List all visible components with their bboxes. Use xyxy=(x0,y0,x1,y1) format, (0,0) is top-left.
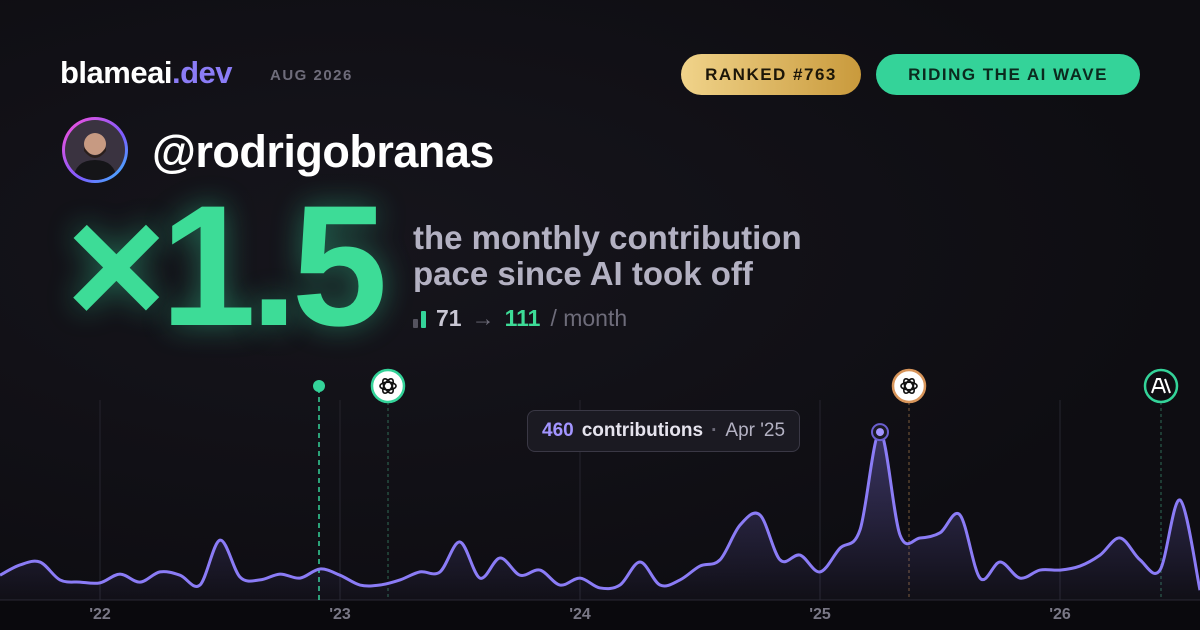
x-tick-label: '25 xyxy=(809,606,831,623)
pace-arrow: → xyxy=(471,305,495,331)
tooltip-period: Apr '25 xyxy=(725,420,786,441)
x-tick-label: '26 xyxy=(1049,606,1071,623)
pace: 71 → 111 / month xyxy=(413,305,627,332)
brand: blameai.dev xyxy=(60,55,232,91)
avatar-ring xyxy=(62,117,128,183)
brand-name: blameai xyxy=(60,55,172,90)
event-dot xyxy=(313,380,325,392)
date: AUG 2026 xyxy=(270,67,353,84)
openai-icon xyxy=(370,368,406,404)
pace-icon xyxy=(413,310,426,328)
description-line: the monthly contribution xyxy=(413,219,802,256)
description-line: pace since AI took off xyxy=(413,255,753,292)
peak-dot xyxy=(876,428,884,437)
username: @rodrigobranas xyxy=(152,126,494,177)
status-badge: RIDING THE AI WAVE xyxy=(876,54,1140,95)
openai-logo xyxy=(900,378,918,394)
x-tick-label: '24 xyxy=(569,606,591,623)
axis-band xyxy=(0,600,1200,630)
line xyxy=(0,430,1200,591)
openai-logo xyxy=(379,378,397,394)
brand-suffix: .dev xyxy=(171,55,233,90)
area xyxy=(0,432,1200,600)
description: the monthly contribution pace since AI to… xyxy=(413,220,802,292)
tooltip-value: 460 xyxy=(542,420,574,441)
pace-unit: / month xyxy=(550,305,628,331)
tooltip: 460 contributions · Apr '25 xyxy=(527,410,801,452)
tooltip-label: contributions xyxy=(581,420,704,441)
anthropic-icon xyxy=(1143,368,1179,404)
x-tick-label: '22 xyxy=(89,606,111,623)
multiplier: ×1.5 xyxy=(66,170,388,362)
pace-before: 71 xyxy=(436,305,462,331)
pace-after: 111 xyxy=(504,305,541,331)
x-tick-label: '23 xyxy=(329,606,351,623)
rank-badge: RANKED #763 xyxy=(681,54,861,95)
avatar xyxy=(65,120,125,180)
anthropic-logo xyxy=(1151,378,1171,394)
openai-icon xyxy=(891,368,927,404)
